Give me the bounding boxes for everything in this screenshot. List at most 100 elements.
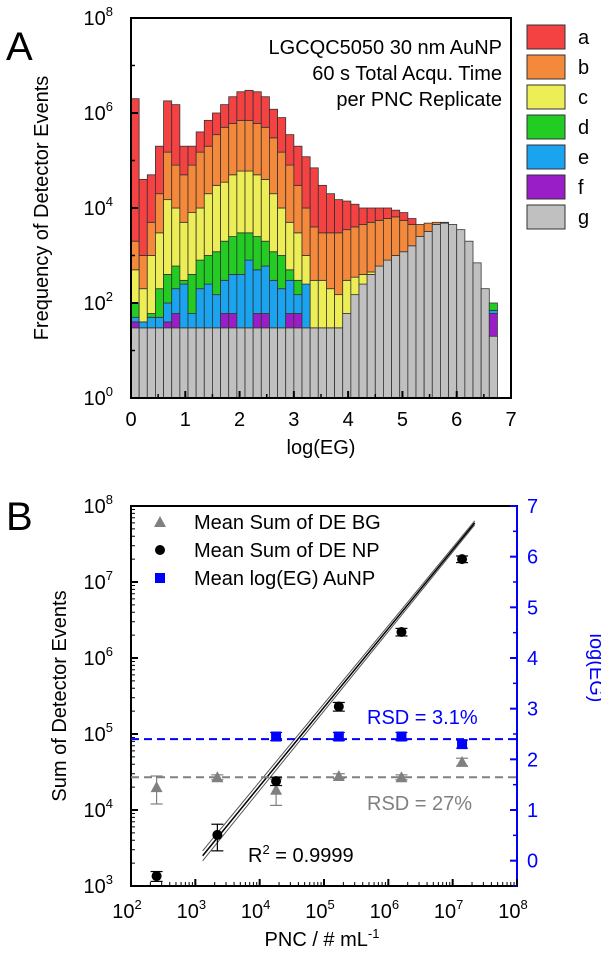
bar-g-13 bbox=[236, 327, 246, 399]
bar-b-32 bbox=[391, 216, 401, 256]
bar-c-6 bbox=[179, 221, 189, 281]
bar-e-17 bbox=[269, 279, 278, 329]
b-x-tick-label-6: 108 bbox=[498, 897, 527, 923]
panel-a-x-axis-label: log(EG) bbox=[287, 437, 356, 459]
legend-swatch-f bbox=[526, 174, 566, 200]
bar-d-17 bbox=[269, 251, 278, 281]
bar-g-12 bbox=[228, 327, 238, 399]
bar-c-21 bbox=[301, 255, 311, 285]
legend-swatch-e bbox=[526, 144, 566, 170]
bar-c-16 bbox=[260, 179, 270, 242]
b-x-tick-label-5-exp: 7 bbox=[456, 897, 463, 912]
bar-g-35 bbox=[415, 236, 425, 399]
bar-a-2 bbox=[146, 174, 156, 223]
b-x-tick-label-2-base: 10 bbox=[241, 901, 263, 923]
bar-a-18 bbox=[277, 117, 287, 153]
bar-g-28 bbox=[358, 283, 368, 399]
bar-a-15 bbox=[252, 91, 262, 124]
y-tick-label-2-exp: 4 bbox=[106, 194, 113, 209]
bar-c-4 bbox=[163, 199, 173, 275]
series-2-point-1 bbox=[333, 731, 344, 742]
bar-f-15 bbox=[252, 313, 262, 329]
bar-g-15 bbox=[252, 327, 262, 399]
bar-g-34 bbox=[407, 245, 417, 399]
panel-b-x-axis-label-text: PNC / # mL bbox=[265, 929, 368, 951]
bar-b-16 bbox=[260, 126, 270, 180]
bar-d-4 bbox=[163, 274, 173, 304]
b-x-tick-label-3: 105 bbox=[305, 897, 334, 923]
legend-swatch-g bbox=[526, 204, 566, 230]
bar-a-21 bbox=[301, 156, 311, 209]
bar-b-11 bbox=[220, 126, 230, 183]
bar-b-15 bbox=[252, 123, 262, 176]
series-1-point-1 bbox=[212, 829, 223, 840]
bar-b-33 bbox=[399, 219, 409, 253]
series-0-point-0 bbox=[150, 781, 163, 793]
series-1-point-0 bbox=[151, 871, 162, 882]
bar-g-30 bbox=[374, 265, 384, 399]
bar-a-30 bbox=[374, 207, 384, 221]
bar-g-22 bbox=[309, 327, 319, 399]
b-x-tick-label-3-exp: 5 bbox=[328, 897, 335, 912]
bar-g-8 bbox=[195, 327, 205, 399]
bar-a-3 bbox=[155, 145, 164, 195]
bar-b-14 bbox=[244, 119, 254, 172]
series-1-point-5 bbox=[457, 554, 468, 565]
legend-label-d: d bbox=[578, 117, 589, 139]
bar-b-10 bbox=[212, 134, 221, 186]
bar-f-19 bbox=[285, 313, 295, 329]
bar-c-9 bbox=[203, 193, 213, 256]
rsd-blue-label: RSD = 3.1% bbox=[367, 707, 478, 729]
bar-b-19 bbox=[285, 164, 295, 223]
bar-b-36 bbox=[423, 222, 433, 232]
bar-d-10 bbox=[212, 251, 221, 296]
b-y-tick-label-5-exp: 8 bbox=[106, 492, 113, 507]
b-y-tick-label-4-base: 10 bbox=[84, 572, 106, 594]
bar-a-17 bbox=[269, 108, 278, 139]
r-squared-symbol: R bbox=[248, 845, 262, 867]
legend-b-label-1: Mean Sum of DE NP bbox=[194, 540, 380, 562]
bar-a-7 bbox=[187, 145, 197, 166]
bar-b-22 bbox=[309, 226, 319, 281]
b-x-tick-label-4: 106 bbox=[370, 897, 399, 923]
b-x-tick-label-0-exp: 2 bbox=[135, 897, 142, 912]
panel-b-right-axis-label: log(EG) bbox=[585, 634, 601, 703]
b-y-tick-label-4-exp: 7 bbox=[106, 568, 113, 583]
b-y-tick-label-3: 106 bbox=[84, 644, 113, 670]
bar-c-5 bbox=[171, 207, 181, 267]
bar-c-12 bbox=[228, 174, 238, 237]
panel-b-points bbox=[150, 554, 469, 882]
bar-c-10 bbox=[212, 184, 221, 253]
bar-a-5 bbox=[171, 104, 181, 166]
legend-label-e: e bbox=[578, 147, 589, 169]
bar-a-9 bbox=[203, 119, 213, 147]
bar-d-16 bbox=[260, 240, 270, 267]
b-y-tick-label-2-base: 10 bbox=[84, 724, 106, 746]
bar-d-3 bbox=[155, 288, 164, 318]
panel-a-annotation-line-2: 60 s Total Acqu. Time bbox=[312, 63, 502, 85]
bar-g-38 bbox=[440, 222, 449, 399]
bar-b-28 bbox=[358, 224, 368, 275]
bar-e-15 bbox=[252, 269, 262, 314]
series-1-point-2 bbox=[271, 776, 282, 787]
bar-e-2 bbox=[146, 316, 156, 329]
bar-e-18 bbox=[277, 288, 287, 329]
panel-a-annotation-line-3: per PNC Replicate bbox=[336, 89, 502, 111]
bar-g-33 bbox=[399, 251, 409, 399]
series-1-point-4 bbox=[396, 626, 407, 637]
bar-e-10 bbox=[212, 294, 221, 329]
bar-g-20 bbox=[293, 327, 303, 399]
bar-a-4 bbox=[163, 100, 173, 153]
bar-b-3 bbox=[155, 193, 164, 234]
legend-label-f: f bbox=[578, 177, 584, 199]
bar-g-39 bbox=[448, 224, 458, 399]
bar-a-14 bbox=[244, 89, 254, 121]
bar-b-23 bbox=[317, 232, 327, 281]
bar-d-9 bbox=[203, 255, 213, 285]
bar-g-23 bbox=[317, 327, 327, 399]
bar-c-23 bbox=[317, 279, 327, 329]
series-2-point-0 bbox=[271, 731, 282, 742]
bar-g-43 bbox=[480, 288, 490, 399]
